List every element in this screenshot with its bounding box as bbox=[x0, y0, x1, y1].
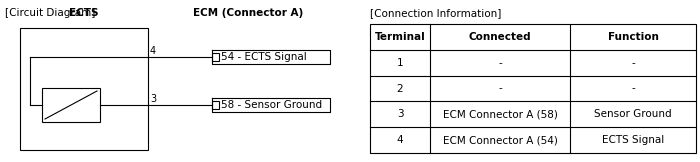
Bar bbox=[42, 88, 100, 122]
Text: 4: 4 bbox=[397, 135, 403, 145]
Text: Terminal: Terminal bbox=[374, 32, 426, 42]
Bar bbox=[20, 28, 148, 150]
Text: 3: 3 bbox=[150, 94, 156, 104]
Bar bbox=[212, 53, 219, 61]
Text: [Circuit Diagram]: [Circuit Diagram] bbox=[5, 8, 95, 18]
Bar bbox=[212, 101, 219, 109]
Text: 3: 3 bbox=[397, 109, 403, 119]
Text: -: - bbox=[631, 83, 635, 93]
Text: -: - bbox=[498, 58, 502, 68]
Text: 54 - ECTS Signal: 54 - ECTS Signal bbox=[221, 52, 307, 62]
Text: ECTS: ECTS bbox=[69, 8, 99, 18]
Text: 2: 2 bbox=[397, 83, 403, 93]
Text: 1: 1 bbox=[397, 58, 403, 68]
Text: Function: Function bbox=[608, 32, 659, 42]
Text: -: - bbox=[498, 83, 502, 93]
Text: [Connection Information]: [Connection Information] bbox=[370, 8, 501, 18]
Text: 4: 4 bbox=[150, 46, 156, 56]
Bar bbox=[370, 24, 696, 153]
Text: 58 - Sensor Ground: 58 - Sensor Ground bbox=[221, 100, 322, 110]
Text: ECTS Signal: ECTS Signal bbox=[602, 135, 664, 145]
Text: Connected: Connected bbox=[469, 32, 531, 42]
Text: ECM (Connector A): ECM (Connector A) bbox=[193, 8, 303, 18]
Text: ECM Connector A (54): ECM Connector A (54) bbox=[442, 135, 557, 145]
Text: -: - bbox=[631, 58, 635, 68]
Text: Sensor Ground: Sensor Ground bbox=[594, 109, 672, 119]
Text: ECM Connector A (58): ECM Connector A (58) bbox=[442, 109, 557, 119]
